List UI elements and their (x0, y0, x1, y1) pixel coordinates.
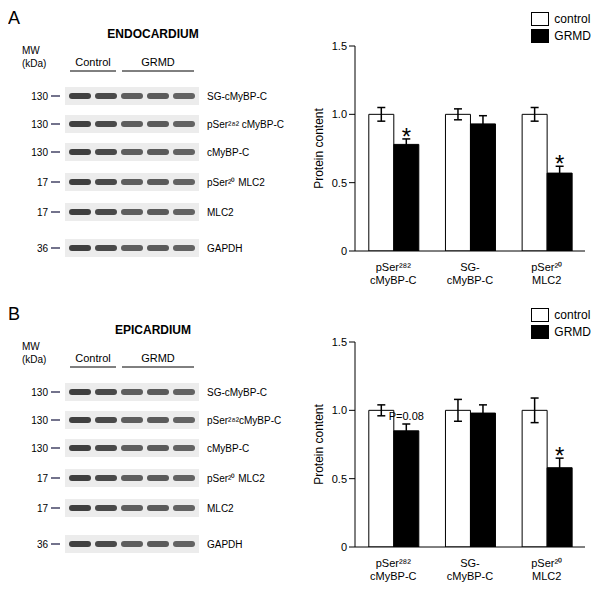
svg-text:pSer²⁸²cMyBP-C: pSer²⁸²cMyBP-C (370, 261, 417, 286)
html-text:control: control (554, 307, 591, 322)
svg-text:EPICARDIUM: EPICARDIUM (115, 323, 191, 337)
svg-text:cMyBP-C: cMyBP-C (207, 443, 249, 454)
svg-text:pSer²⁸² cMyBP-C: pSer²⁸² cMyBP-C (207, 119, 284, 130)
svg-text:0.5: 0.5 (332, 177, 347, 189)
svg-text:130: 130 (31, 91, 48, 102)
svg-text:17: 17 (37, 473, 49, 484)
svg-text:GRMD: GRMD (141, 352, 175, 364)
svg-text:MLC2: MLC2 (207, 207, 234, 218)
svg-text:(kDa): (kDa) (22, 354, 46, 365)
svg-text:P=0.08: P=0.08 (389, 410, 424, 422)
svg-text:Control: Control (75, 56, 110, 68)
svg-text:SG-cMyBP-C: SG-cMyBP-C (447, 261, 494, 286)
svg-text:pSer²⁰MLC2: pSer²⁰MLC2 (531, 261, 562, 286)
html-text:B: B (8, 304, 20, 324)
svg-text:GAPDH: GAPDH (207, 243, 243, 254)
svg-text:36: 36 (37, 539, 49, 550)
html-text:GRMD: GRMD (554, 28, 591, 43)
svg-text:pSer²⁸²cMyBP-C: pSer²⁸²cMyBP-C (207, 415, 281, 426)
svg-text:MW: MW (22, 341, 40, 352)
svg-text:MW: MW (22, 45, 40, 56)
svg-text:pSer²⁰ MLC2: pSer²⁰ MLC2 (207, 177, 265, 188)
svg-text:pSer²⁰MLC2: pSer²⁰MLC2 (531, 557, 562, 582)
svg-text:SG-cMyBP-C: SG-cMyBP-C (207, 387, 267, 398)
svg-text:MLC2: MLC2 (207, 503, 234, 514)
svg-text:1.5: 1.5 (332, 336, 347, 348)
svg-text:0: 0 (341, 541, 347, 553)
svg-text:*: * (555, 442, 564, 469)
svg-text:17: 17 (37, 207, 49, 218)
svg-text:1.0: 1.0 (332, 108, 347, 120)
svg-text:130: 130 (31, 147, 48, 158)
svg-text:1.0: 1.0 (332, 404, 347, 416)
svg-text:1.5: 1.5 (332, 40, 347, 52)
html-text:A: A (8, 8, 20, 28)
svg-text:SG-cMyBP-C: SG-cMyBP-C (447, 557, 494, 582)
svg-text:36: 36 (37, 243, 49, 254)
svg-text:GRMD: GRMD (141, 56, 175, 68)
svg-text:Protein content: Protein content (312, 107, 326, 188)
svg-text:cMyBP-C: cMyBP-C (207, 147, 249, 158)
html-text:control: control (554, 11, 591, 26)
svg-text:0.5: 0.5 (332, 473, 347, 485)
svg-text:*: * (402, 123, 411, 150)
svg-text:ENDOCARDIUM: ENDOCARDIUM (107, 27, 198, 41)
svg-text:0: 0 (341, 245, 347, 257)
svg-text:130: 130 (31, 443, 48, 454)
svg-text:*: * (555, 150, 564, 177)
svg-text:GAPDH: GAPDH (207, 539, 243, 550)
svg-text:pSer²⁸²cMyBP-C: pSer²⁸²cMyBP-C (370, 557, 417, 582)
svg-text:130: 130 (31, 119, 48, 130)
svg-text:Protein content: Protein content (312, 403, 326, 484)
svg-text:SG-cMyBP-C: SG-cMyBP-C (207, 91, 267, 102)
svg-text:pSer²⁰ MLC2: pSer²⁰ MLC2 (207, 473, 265, 484)
svg-text:130: 130 (31, 415, 48, 426)
svg-text:17: 17 (37, 177, 49, 188)
svg-text:(kDa): (kDa) (22, 58, 46, 69)
svg-text:Control: Control (75, 352, 110, 364)
html-text:GRMD: GRMD (554, 324, 591, 339)
svg-text:17: 17 (37, 503, 49, 514)
svg-text:130: 130 (31, 387, 48, 398)
